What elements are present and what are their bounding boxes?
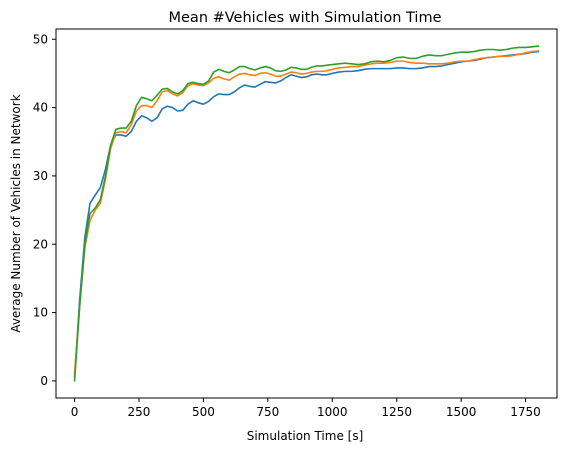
x-tick-label: 1000 [317, 405, 348, 419]
y-tick-label: 40 [33, 101, 48, 115]
plot-series [73, 45, 540, 382]
x-tick-label: 0 [71, 405, 79, 419]
x-tick-label: 1750 [510, 405, 541, 419]
x-axis-label: Simulation Time [s] [247, 429, 364, 443]
y-tick-label: 50 [33, 32, 48, 46]
x-tick-label: 750 [256, 405, 279, 419]
x-tick-label: 500 [192, 405, 215, 419]
x-tick-label: 1500 [446, 405, 477, 419]
y-tick-label: 0 [40, 374, 48, 388]
x-tick-label: 250 [128, 405, 151, 419]
y-axis-label: Average Number of Vehicles in Network [9, 94, 23, 332]
y-tick-label: 30 [33, 169, 48, 183]
x-axis: 0 250 500 750 1000 1250 1500 1750 [71, 398, 541, 419]
plot-frame [55, 28, 558, 399]
chart-title: Mean #Vehicles with Simulation Time [169, 10, 442, 26]
series-line-1 [73, 50, 540, 379]
y-axis: 0 10 20 30 40 50 [33, 32, 56, 388]
y-tick-label: 10 [33, 306, 48, 320]
x-tick-label: 1250 [381, 405, 412, 419]
series-line-2 [73, 50, 540, 375]
series-line-3 [73, 45, 540, 382]
y-tick-label: 20 [33, 237, 48, 251]
